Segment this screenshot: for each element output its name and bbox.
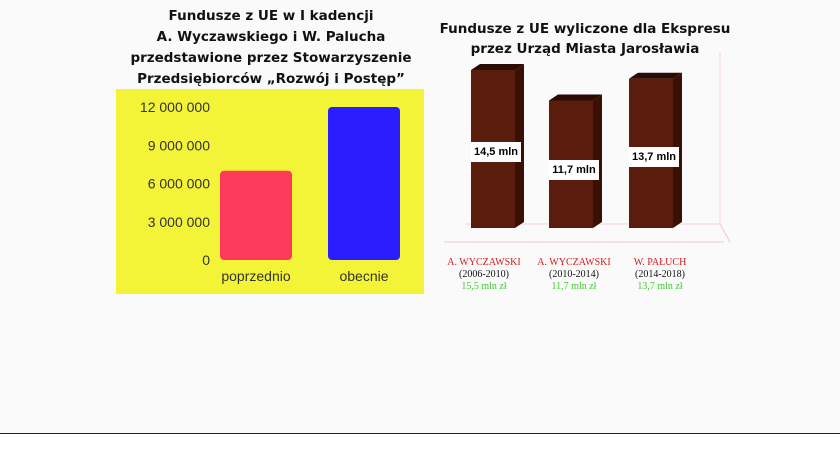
left-title-line-4: Przedsiębiorców „Rozwój i Postęp” <box>137 71 405 87</box>
bar-top <box>471 64 524 70</box>
caption-1-years: (2006-2010) <box>459 269 509 280</box>
x-tick-label: poprzednio <box>221 268 290 284</box>
left-title-line-3: przedstawione przez Stowarzyszenie <box>130 50 412 66</box>
caption-3-amount: 13,7 mln zł <box>637 281 683 292</box>
bar <box>328 107 400 260</box>
left-title-line-1: Fundusze z UE w I kadencji <box>168 8 374 24</box>
y-tick-label: 6 000 000 <box>148 176 210 192</box>
caption-1-name: A. WYCZAWSKI <box>447 257 521 268</box>
y-tick-label: 3 000 000 <box>148 214 210 230</box>
bar-top <box>629 72 682 79</box>
bar-top <box>549 94 602 101</box>
right-chart-title: Fundusze z UE wyliczone dla Ekspresu prz… <box>430 19 740 59</box>
caption-bar-1: A. WYCZAWSKI (2006-2010) 15,5 mln zł <box>438 257 530 293</box>
y-tick-label: 12 000 000 <box>140 99 210 115</box>
caption-2-amount: 11,7 mln zł <box>551 281 597 292</box>
floor-side-edge <box>719 223 731 243</box>
caption-2-name: A. WYCZAWSKI <box>537 257 611 268</box>
bottom-divider <box>0 433 840 434</box>
caption-3-years: (2014-2018) <box>635 269 685 280</box>
bar-data-label: 11,7 mln <box>549 160 599 181</box>
bar-data-label: 14,5 mln <box>471 142 521 163</box>
caption-bar-2: A. WYCZAWSKI (2010-2014) 11,7 mln zł <box>528 257 620 293</box>
caption-1-amount: 15,5 mln zł <box>461 281 507 292</box>
x-tick-label: obecnie <box>339 268 388 284</box>
left-chart-title: Fundusze z UE w I kadencji A. Wyczawskie… <box>116 6 426 90</box>
caption-bar-3: W. PAŁUCH (2014-2018) 13,7 mln zł <box>614 257 706 293</box>
y-tick-label: 0 <box>202 252 210 268</box>
left-bar-chart: 0 3 000 000 6 000 000 9 000 000 12 000 000 po… <box>140 99 400 284</box>
bar-data-label: 13,7 mln <box>629 147 679 168</box>
left-chart-panel: 0 3 000 000 6 000 000 9 000 000 12 000 000 po… <box>116 89 424 294</box>
left-title-line-2: A. Wyczawskiego i W. Palucha <box>156 29 386 45</box>
caption-2-years: (2010-2014) <box>549 269 599 280</box>
y-tick-label: 9 000 000 <box>148 137 210 153</box>
right-title-line-1: Fundusze z UE wyliczone dla Ekspresu <box>439 21 731 37</box>
right-title-line-2: przez Urząd Miasta Jarosławia <box>470 41 700 57</box>
caption-3-name: W. PAŁUCH <box>633 257 687 268</box>
bar <box>220 170 292 260</box>
